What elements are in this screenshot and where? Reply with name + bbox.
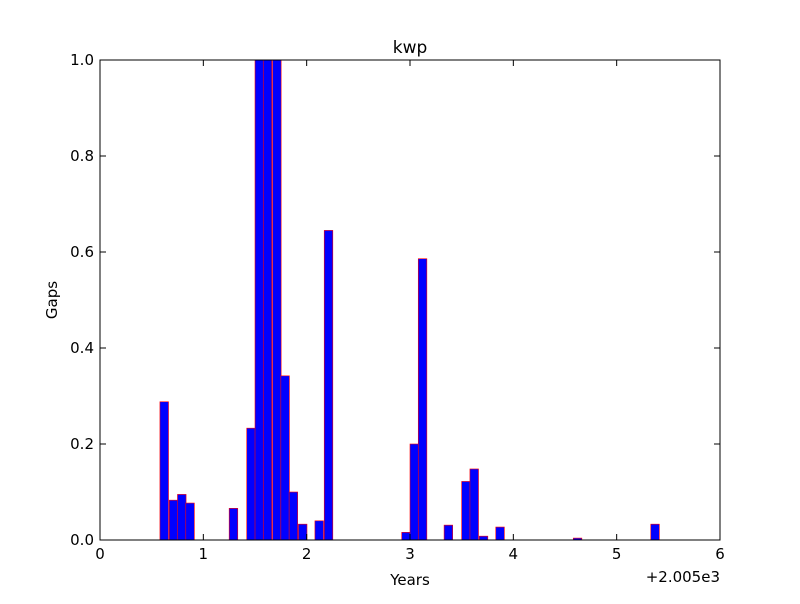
bar xyxy=(409,443,419,541)
x-tick-label: 4 xyxy=(509,545,519,563)
bar xyxy=(177,494,187,541)
bar xyxy=(323,230,334,541)
bar xyxy=(185,502,195,541)
bar xyxy=(495,526,505,541)
x-tick-label: 6 xyxy=(715,545,725,563)
bar xyxy=(417,258,428,541)
x-tick-label: 1 xyxy=(199,545,209,563)
bar xyxy=(228,508,239,541)
chart-title: kwp xyxy=(393,38,428,58)
bar xyxy=(443,524,453,541)
bar xyxy=(159,401,169,541)
bar xyxy=(280,375,290,541)
bar xyxy=(314,520,324,541)
x-tick-label: 5 xyxy=(612,545,622,563)
bar xyxy=(246,427,256,541)
x-tick-label: 2 xyxy=(302,545,312,563)
bar xyxy=(272,59,282,541)
bar xyxy=(288,491,298,541)
bar xyxy=(254,59,264,541)
x-axis-offset-label: +2.005e3 xyxy=(646,568,720,586)
bar xyxy=(262,59,273,541)
x-tick-label: 0 xyxy=(95,545,105,563)
y-tick-label: 0.2 xyxy=(70,435,94,453)
bar xyxy=(168,499,179,541)
y-axis-label: Gaps xyxy=(43,281,61,319)
y-tick-label: 0.8 xyxy=(70,147,94,165)
bar xyxy=(650,523,660,541)
y-tick-label: 0.0 xyxy=(70,531,94,549)
x-tick-label: 3 xyxy=(405,545,415,563)
bars-layer xyxy=(159,59,660,541)
y-tick-label: 0.6 xyxy=(70,243,94,261)
y-tick-label: 1.0 xyxy=(70,51,94,69)
bar xyxy=(478,535,489,541)
bar xyxy=(298,523,308,541)
bar xyxy=(461,481,471,541)
ticks-layer: 0 1 2 3 4 5 6 0.0 0.2 0.4 0.6 0.8 1.0 xyxy=(70,51,725,563)
bar xyxy=(469,468,479,541)
x-axis-label: Years xyxy=(389,571,430,589)
y-tick-label: 0.4 xyxy=(70,339,94,357)
bar xyxy=(401,532,411,541)
